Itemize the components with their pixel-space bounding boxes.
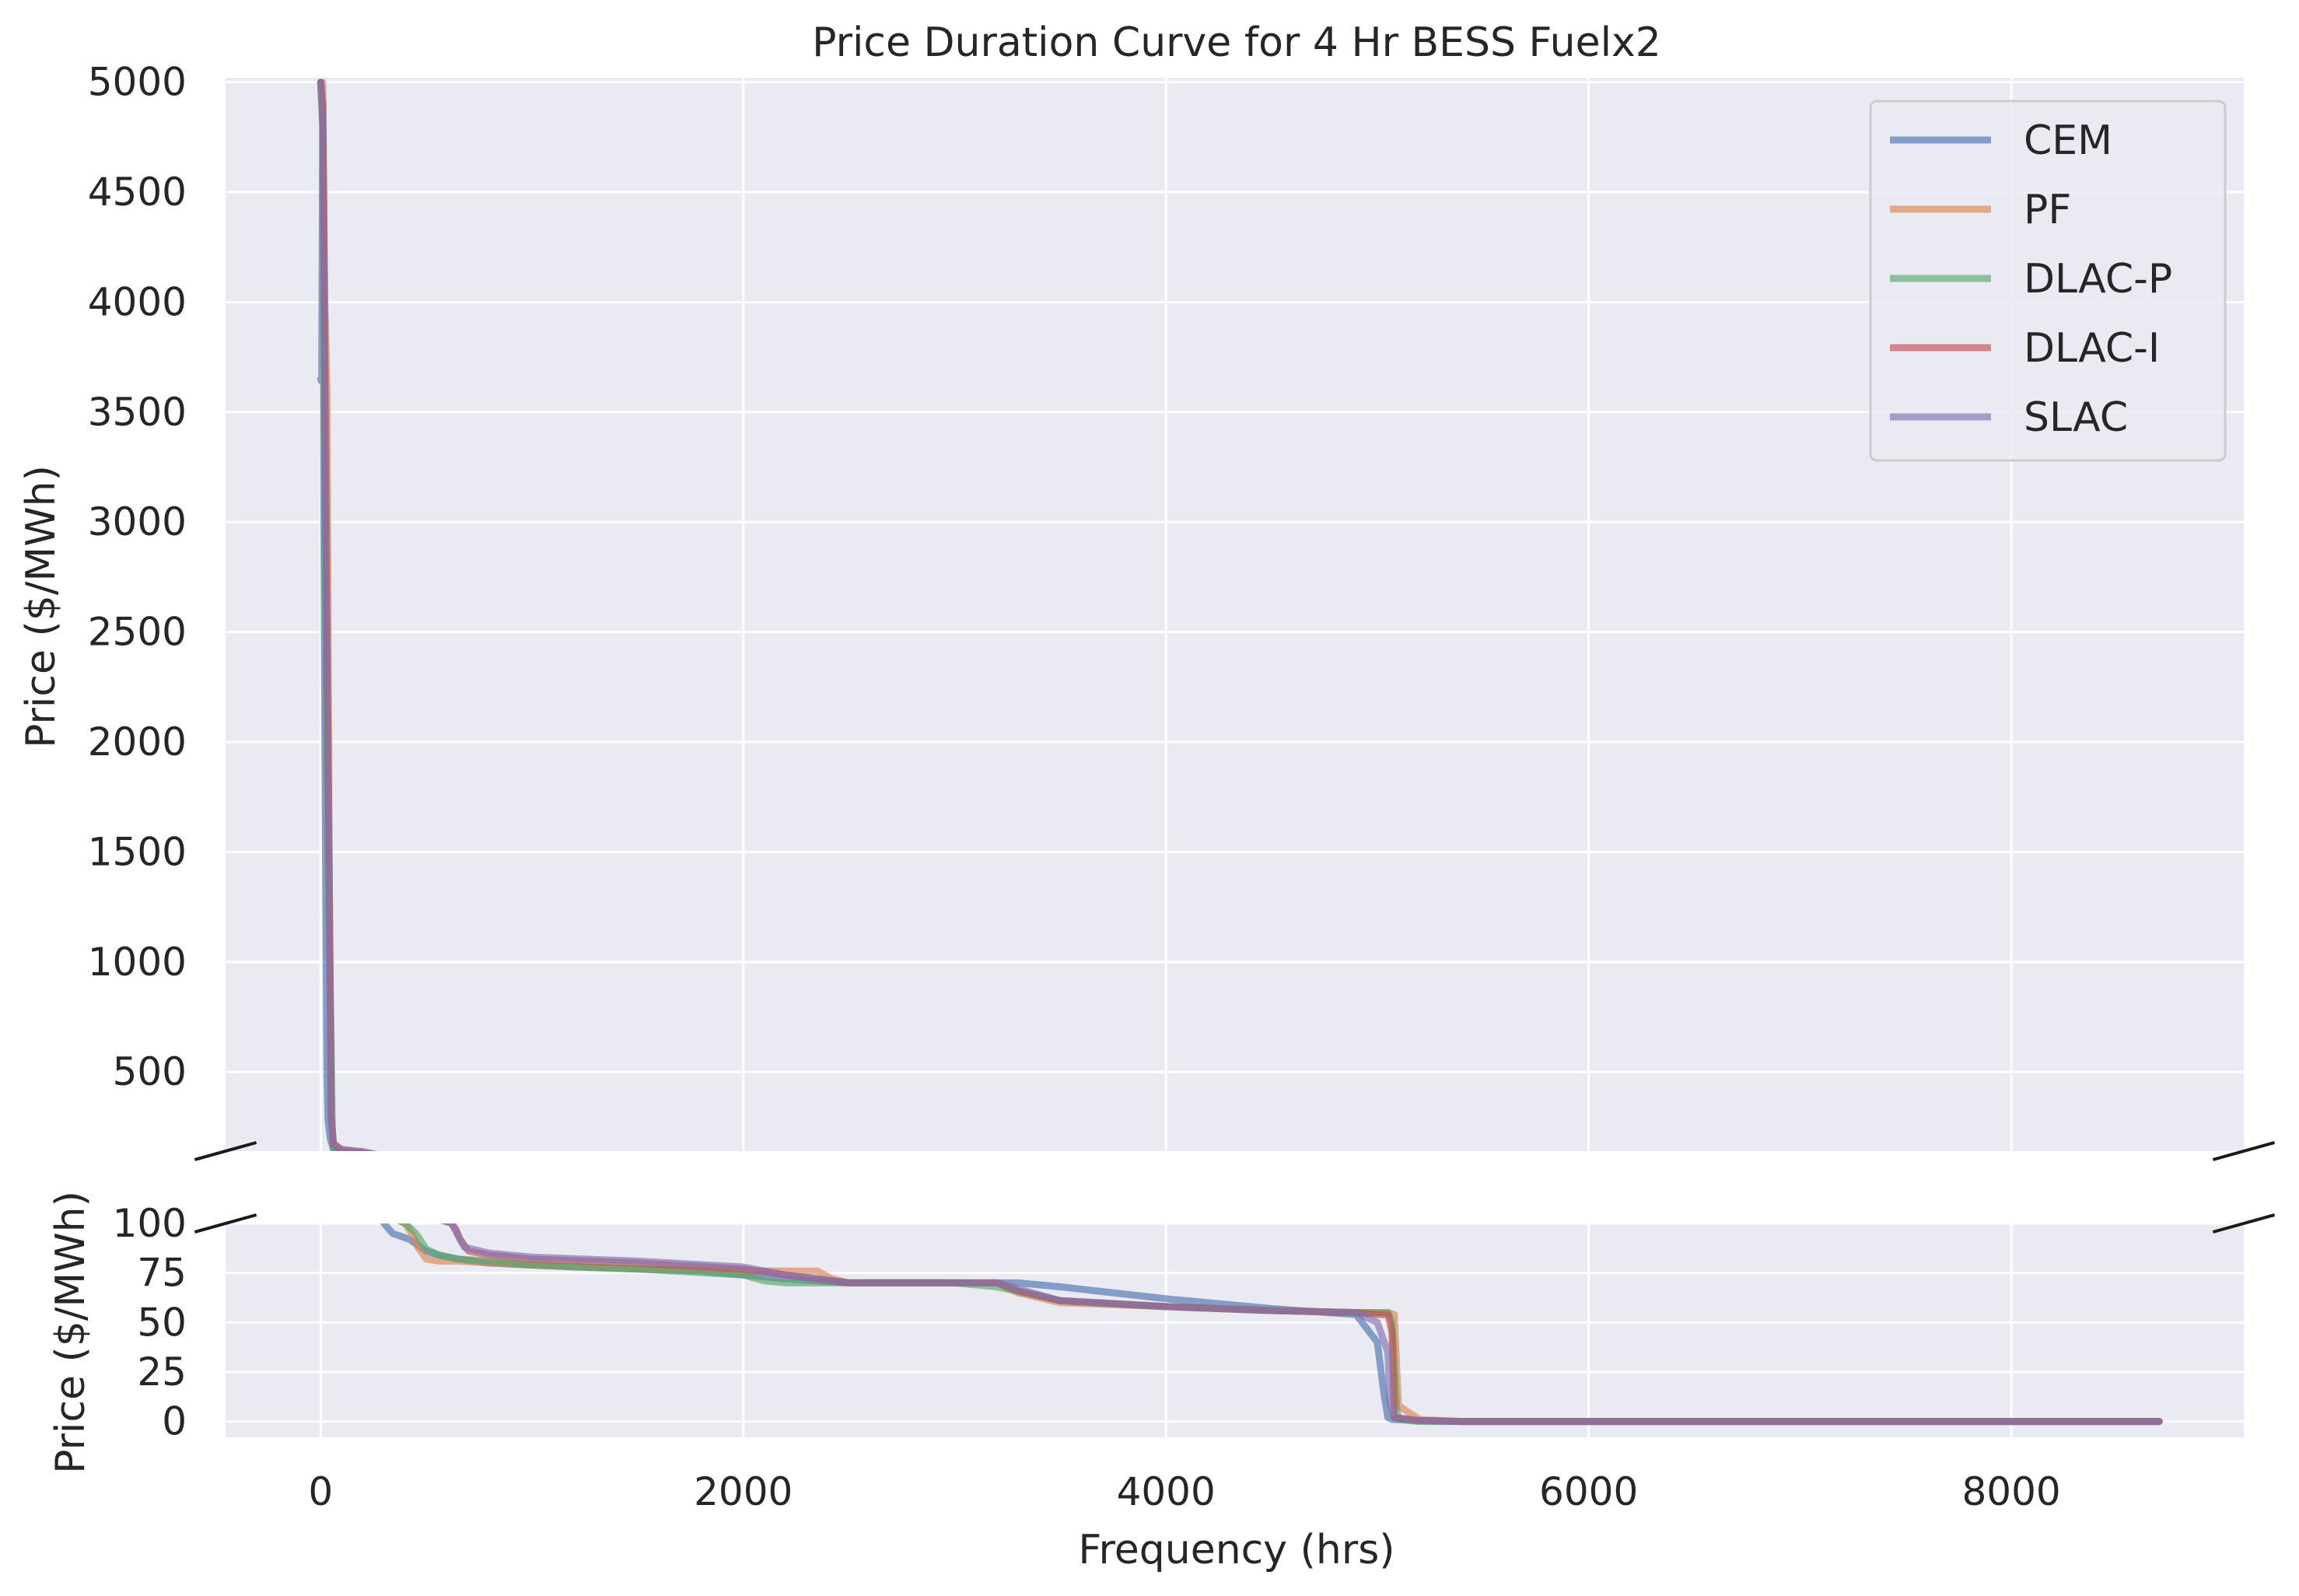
top-y-tick-label: 1500: [88, 829, 187, 874]
axis-break-mark: [2212, 1141, 2276, 1161]
x-tick-label: 6000: [1539, 1469, 1638, 1514]
chart-title: Price Duration Curve for 4 Hr BESS Fuelx…: [812, 19, 1661, 66]
top-y-tick-label: 2000: [88, 719, 187, 765]
x-tick-label: 2000: [694, 1469, 793, 1514]
bottom-y-axis-label: Price ($/MWh): [47, 1191, 94, 1474]
top-y-tick-label: 3500: [88, 390, 187, 435]
legend-label-slac: SLAC: [2024, 394, 2128, 441]
bottom-y-tick-label: 100: [113, 1201, 187, 1246]
x-tick-label: 4000: [1117, 1469, 1216, 1514]
series-line-top-slac: [317, 79, 379, 1151]
bottom-panel-series: [380, 1223, 2163, 1426]
legend-label-dlac-p: DLAC-P: [2024, 256, 2172, 303]
axis-break-marks: [194, 1141, 2276, 1234]
bottom-y-tick-label: 25: [137, 1349, 187, 1395]
top-y-tick-label: 3000: [88, 499, 187, 544]
x-axis-ticks: 0 2000 4000 6000 8000: [308, 1469, 2060, 1514]
top-y-tick-label: 500: [113, 1049, 187, 1094]
bottom-y-tick-label: 75: [137, 1251, 187, 1296]
top-y-tick-label: 4500: [88, 170, 187, 215]
legend-box: [1869, 100, 2227, 462]
top-y-tick-label: 4000: [88, 279, 187, 324]
bottom-y-tick-label: 0: [162, 1399, 187, 1444]
legend-label-cem: CEM: [2024, 117, 2112, 164]
top-y-tick-label: 2500: [88, 610, 187, 655]
axis-break-mark: [2212, 1213, 2276, 1234]
legend-label-pf: PF: [2024, 187, 2071, 233]
axis-break-mark: [194, 1213, 257, 1234]
x-axis-label: Frequency (hrs): [1078, 1527, 1394, 1573]
x-tick-label: 0: [308, 1469, 333, 1514]
legend: CEM PF DLAC-P DLAC-I SLAC: [1869, 100, 2227, 462]
series-line-bottom-slac: [439, 1223, 2163, 1426]
top-panel-series: [317, 79, 379, 1151]
axis-break-mark: [194, 1141, 257, 1161]
x-tick-label: 8000: [1961, 1469, 2060, 1514]
top-panel-y-ticks: 500 1000 1500 2000 2500 3000 3500 4000 4500 5000: [88, 60, 187, 1095]
top-y-axis-label: Price ($/MWh): [18, 465, 65, 748]
top-y-tick-label: 5000: [88, 60, 187, 105]
legend-label-dlac-i: DLAC-I: [2024, 325, 2160, 372]
bottom-y-tick-label: 50: [137, 1300, 187, 1345]
top-y-tick-label: 1000: [88, 940, 187, 985]
